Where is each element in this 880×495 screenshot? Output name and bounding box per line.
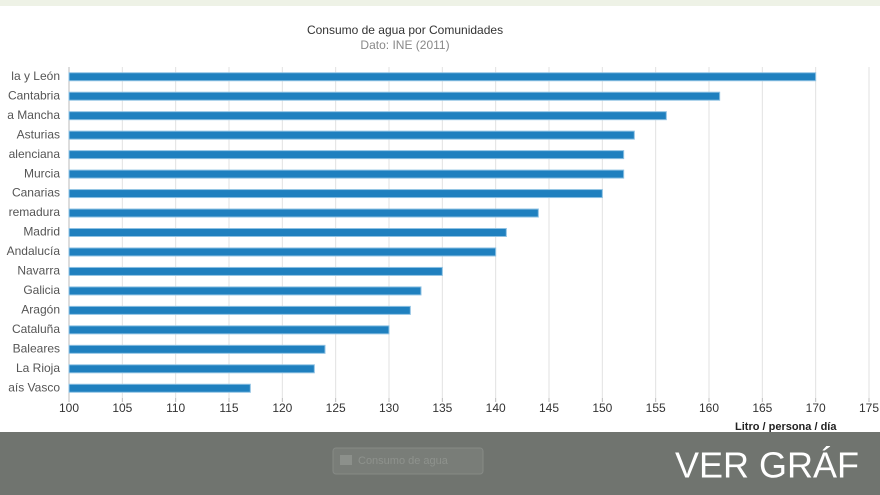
- bar: [68, 364, 315, 374]
- y-tick-label: Murcia: [24, 166, 60, 180]
- y-tick-label: la y León: [11, 69, 60, 83]
- button[interactable]: [332, 447, 484, 475]
- x-tick-label: 105: [112, 401, 132, 415]
- chart-title: Consumo de agua por Comunidades: [307, 23, 503, 37]
- bar: [68, 111, 667, 121]
- y-tick-label: Baleares: [13, 341, 60, 355]
- y-tick-label: Cataluña: [12, 322, 60, 336]
- y-tick-label: Navarra: [17, 264, 60, 278]
- y-tick-label: Canarias: [12, 186, 60, 200]
- chart-subtitle: Dato: INE (2011): [360, 38, 449, 52]
- x-tick-label: 160: [699, 401, 719, 415]
- x-tick-label: 140: [486, 401, 506, 415]
- x-tick-label: 100: [59, 401, 79, 415]
- button-icon: [340, 455, 352, 465]
- bar: [68, 189, 603, 199]
- bar: [68, 208, 539, 218]
- x-tick-label: 115: [219, 401, 238, 415]
- y-tick-label: aís Vasco: [8, 380, 60, 394]
- y-tick-label: Madrid: [23, 225, 60, 239]
- bar: [68, 266, 443, 276]
- button-label[interactable]: Consumo de agua: [358, 455, 449, 467]
- x-tick-label: 150: [592, 401, 612, 415]
- x-tick-label: 145: [539, 401, 559, 415]
- y-tick-label: alenciana: [9, 147, 61, 161]
- view-link[interactable]: VER GRÁF: [675, 445, 859, 486]
- y-tick-label: Asturias: [17, 127, 60, 141]
- x-tick-label: 175: [859, 401, 879, 415]
- x-tick-label: 130: [379, 401, 399, 415]
- plot: 100 105 110 115 120 125 130 135 140 145 150 155 160 1…: [7, 67, 879, 415]
- x-tick-label: 165: [752, 401, 772, 415]
- x-tick-label: 120: [272, 401, 292, 415]
- x-axis-label: Litro / persona / día: [735, 421, 837, 433]
- bar: [68, 169, 625, 179]
- top-strip: [0, 0, 880, 6]
- y-tick-label: La Rioja: [16, 361, 60, 375]
- x-tick-label: 125: [326, 401, 346, 415]
- bar: [68, 247, 497, 257]
- bar: [68, 383, 251, 393]
- x-tick-label: 170: [806, 401, 826, 415]
- bar: [68, 72, 817, 82]
- bar: [68, 130, 635, 140]
- bar: [68, 305, 411, 315]
- bar: [68, 344, 326, 354]
- x-tick-label: 110: [166, 401, 185, 415]
- y-tick-label: a Mancha: [7, 108, 60, 122]
- x-tick-label: 135: [432, 401, 452, 415]
- bar: [68, 325, 390, 335]
- bar: [68, 150, 625, 160]
- bar: [68, 286, 422, 296]
- x-tick-label: 155: [646, 401, 666, 415]
- bar: [68, 91, 721, 101]
- y-tick-label: remadura: [9, 205, 61, 219]
- y-tick-label: Aragón: [21, 303, 60, 317]
- bar: [68, 228, 507, 237]
- y-tick-label: Galicia: [23, 283, 60, 297]
- y-tick-label: Cantabria: [8, 88, 60, 102]
- y-tick-label: Andalucía: [7, 244, 61, 258]
